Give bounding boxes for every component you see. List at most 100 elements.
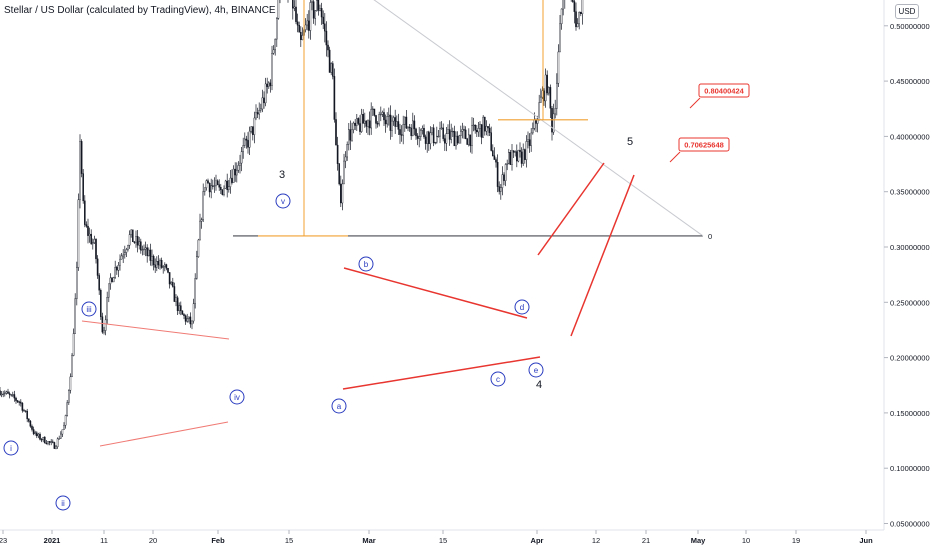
time-tick-label: 15 <box>285 536 293 545</box>
candle-body <box>356 118 358 126</box>
candle-body <box>450 131 453 140</box>
candle-body <box>101 316 104 333</box>
candle-body <box>269 82 272 86</box>
candle-body <box>255 112 257 119</box>
candle-body <box>143 248 145 251</box>
candle-body <box>344 156 347 162</box>
candle-body <box>55 446 57 449</box>
candle-body <box>431 127 433 134</box>
candle-body <box>388 114 390 117</box>
trendline-wedge-lower <box>570 174 635 337</box>
candle-body <box>413 120 416 130</box>
candle-body <box>227 186 230 191</box>
candle-body <box>376 123 379 125</box>
candle-body <box>127 245 129 250</box>
candle-body <box>141 249 144 251</box>
candle-body <box>253 117 256 135</box>
candle-body <box>324 23 326 32</box>
price-tick-label: 0.05000000 <box>890 520 930 529</box>
candle-body <box>179 305 182 312</box>
candle-body <box>186 318 189 322</box>
candle-body <box>87 226 89 236</box>
candle-body <box>159 260 161 266</box>
candle-body <box>362 114 365 124</box>
candle-body <box>520 151 523 164</box>
candle-body <box>458 135 461 144</box>
candle-body <box>109 277 112 285</box>
candle-body <box>200 219 203 222</box>
candle-body <box>359 123 361 132</box>
candle-body <box>195 256 198 279</box>
candle-body <box>264 83 267 104</box>
candle-body <box>207 180 209 184</box>
candle-body <box>447 129 449 134</box>
candle-body <box>487 126 489 129</box>
candle-body <box>503 174 505 181</box>
candle-body <box>332 63 334 77</box>
candle-body <box>155 260 158 268</box>
candle-body <box>492 150 494 157</box>
fib-level-label: 0 <box>708 232 712 241</box>
trend-diagonal <box>373 0 704 237</box>
candle-body <box>525 141 528 160</box>
candle-body <box>424 136 427 144</box>
candle-body <box>549 87 552 109</box>
callout-arrow <box>689 97 701 109</box>
candle-body <box>3 392 6 395</box>
candle-body <box>18 401 21 403</box>
candle-body <box>120 255 123 260</box>
price-tick-label: 0.30000000 <box>890 243 930 252</box>
candle-body <box>484 116 486 132</box>
time-tick-label: 2021 <box>44 536 61 545</box>
candle-body <box>400 134 403 136</box>
candle-body <box>474 124 477 131</box>
candle-body <box>239 162 241 166</box>
candle-body <box>75 267 78 299</box>
candle-body <box>24 410 27 412</box>
candle-body <box>48 441 51 443</box>
candle-body <box>445 133 448 144</box>
candle-body <box>420 129 422 137</box>
candle-body <box>396 121 398 127</box>
candle-body <box>147 249 150 257</box>
candle-body <box>274 38 277 51</box>
candle-body <box>44 437 46 444</box>
candle-body <box>298 25 301 33</box>
candle-body <box>2 393 4 395</box>
candle-body <box>42 437 44 440</box>
candle-body <box>466 138 469 145</box>
price-tick-label: 0.15000000 <box>890 409 930 418</box>
candle-body <box>517 149 520 162</box>
candle-body <box>317 0 320 11</box>
candle-body <box>64 415 67 426</box>
candle-body <box>456 135 459 144</box>
candle-body <box>170 282 173 285</box>
time-tick-label: 19 <box>792 536 800 545</box>
candle-body <box>32 429 35 434</box>
candle-body <box>540 96 542 103</box>
candle-body <box>128 234 131 246</box>
currency-badge[interactable]: USD <box>895 4 919 19</box>
candle-body <box>0 390 1 396</box>
candle-body <box>123 252 126 256</box>
candle-body <box>210 185 213 193</box>
price-tag-value: 0.80400424 <box>704 87 744 96</box>
candle-body <box>511 150 513 165</box>
candle-body <box>383 112 385 121</box>
candle-body <box>333 76 336 120</box>
wave-label-circle <box>3 440 19 456</box>
candle-body <box>461 129 464 132</box>
candle-body <box>56 438 59 448</box>
candle-body <box>546 74 548 94</box>
wave-label-v: v <box>281 197 285 206</box>
candle-body <box>96 258 99 276</box>
candle-body <box>493 155 496 160</box>
candle-body <box>405 116 408 129</box>
candle-body <box>528 139 531 146</box>
candle-body <box>391 120 393 131</box>
candle-body <box>104 319 107 331</box>
candle-body <box>325 30 328 46</box>
candle-body <box>314 10 317 19</box>
candle-body <box>397 121 400 130</box>
